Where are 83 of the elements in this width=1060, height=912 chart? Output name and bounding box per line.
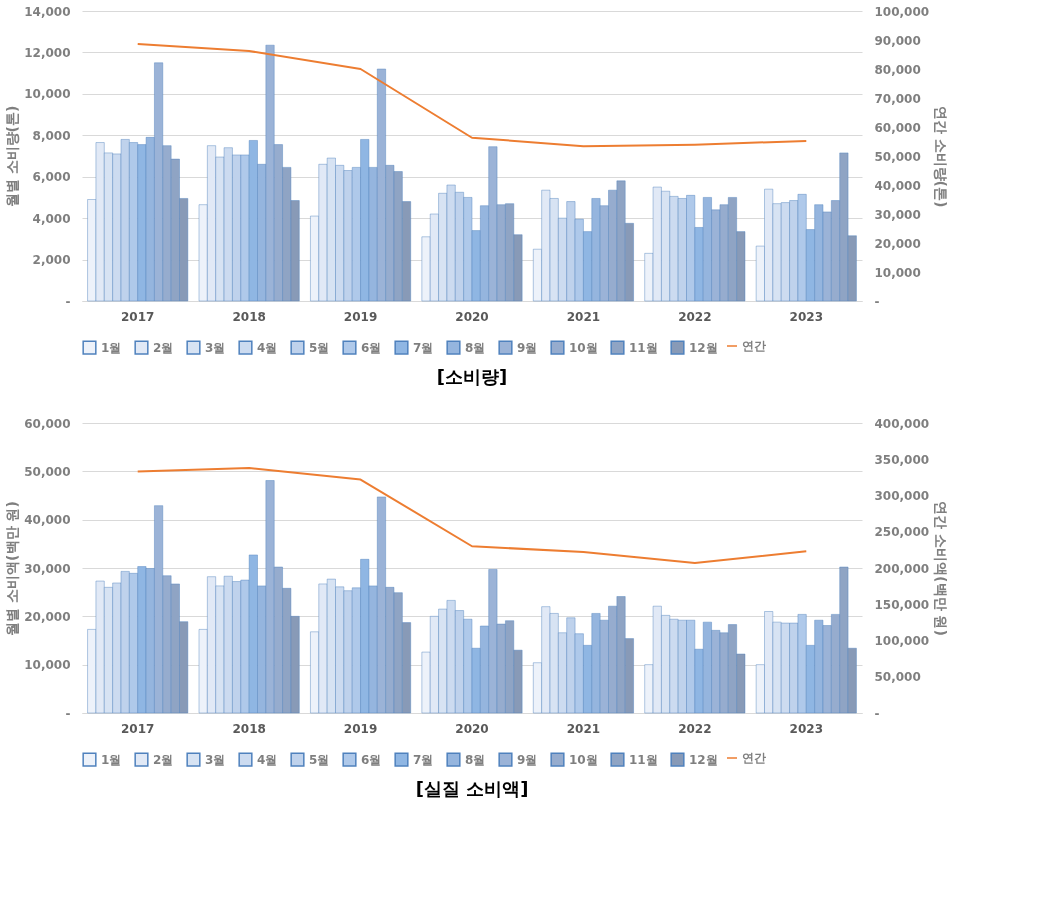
legend-label: 1월: [101, 340, 122, 355]
y2-tick-label: 90,000: [874, 33, 921, 48]
legend-label: 7월: [413, 340, 434, 355]
legend-label: 12월: [689, 752, 718, 767]
y2-tick-label: 100,000: [874, 4, 930, 19]
x-tick-label: 2018: [232, 309, 266, 324]
y-tick-label: -: [65, 294, 71, 309]
legend-label: 11월: [629, 340, 658, 355]
x-tick-label: 2020: [455, 309, 489, 324]
line-series: [136, 466, 808, 564]
x-tick-label: 2022: [678, 309, 712, 324]
y2-tick-label: 40,000: [874, 178, 921, 193]
y-axis-title: 월별 소비량(톤): [4, 105, 21, 208]
y2-tick-label: 70,000: [874, 91, 921, 106]
y-tick-label: 14,000: [24, 4, 71, 19]
legend-label: 5월: [309, 340, 330, 355]
legend-label: 2월: [153, 752, 174, 767]
x-tick-label: 2018: [232, 721, 266, 736]
x-tick-label: 2019: [343, 721, 378, 736]
x-tick-label: 2021: [566, 309, 601, 324]
y-tick-label: 60,000: [24, 416, 71, 431]
y2-tick-label: 350,000: [874, 452, 930, 467]
y2-tick-label: 20,000: [874, 236, 921, 251]
legend-label: 1월: [101, 752, 122, 767]
y2-tick-label: 200,000: [874, 561, 930, 576]
y2-tick-label: 50,000: [874, 149, 921, 164]
y-tick-label: 4,000: [32, 211, 71, 226]
legend-label: 3월: [205, 340, 226, 355]
y-tick-label: 50,000: [24, 464, 71, 479]
legend-label: 9월: [517, 340, 538, 355]
y-tick-label: 20,000: [24, 609, 71, 624]
text: [실질 소비액]: [415, 778, 529, 799]
y2-tick-label: 300,000: [874, 489, 930, 503]
y-tick-label: 8,000: [32, 128, 71, 143]
legend-label: 8월: [465, 340, 486, 355]
legend-label: 연간: [742, 339, 766, 353]
legend-label: 7월: [413, 752, 434, 767]
legend-label: 6월: [361, 752, 382, 767]
y2-tick-label: 10,000: [874, 265, 921, 280]
y-tick-label: 10,000: [24, 658, 71, 673]
y2-tick-label: 30,000: [874, 207, 921, 222]
legend-label: 10월: [569, 752, 598, 767]
y2-axis-title: 연간 소비량(톤): [933, 105, 950, 208]
y2-tick-label: 80,000: [874, 62, 921, 77]
y-tick-label: 40,000: [24, 513, 71, 528]
x-tick-label: 2019: [343, 309, 378, 324]
y-axis-title: 월별 소비액(백만 원): [4, 501, 21, 636]
y2-axis-title: 연간 소비액(백만 원): [933, 501, 950, 636]
legend-label: 10월: [569, 340, 598, 355]
legend-label: 8월: [465, 752, 486, 767]
x-tick-label: 2020: [455, 721, 489, 736]
legend-label: 9월: [517, 752, 538, 767]
legend-label: 3월: [205, 752, 226, 767]
y2-tick-label: 60,000: [874, 120, 921, 135]
legend-label: 12월: [689, 340, 718, 355]
y-tick-label: 30,000: [24, 561, 71, 576]
y-tick-label: -: [65, 706, 71, 721]
y2-tick-label: 400,000: [874, 416, 930, 431]
y-tick-label: 10,000: [24, 87, 71, 102]
x-tick-label: 2023: [789, 721, 823, 736]
legend-label: 11월: [629, 752, 658, 767]
y2-tick-label: 50,000: [874, 670, 921, 685]
x-tick-label: 2017: [121, 721, 155, 736]
legend-label: 6월: [361, 340, 382, 355]
legend-label: 4월: [257, 340, 278, 355]
line-series: [136, 43, 808, 148]
y2-tick-label: -: [874, 294, 880, 309]
x-tick-label: 2022: [678, 721, 712, 736]
y-tick-label: 2,000: [32, 253, 71, 268]
legend-label: 5월: [309, 752, 330, 767]
y-tick-label: 6,000: [32, 170, 71, 185]
x-tick-label: 2021: [566, 721, 601, 736]
y2-tick-label: 150,000: [874, 597, 930, 612]
y2-tick-label: 100,000: [874, 634, 930, 648]
text: [소비량]: [436, 366, 508, 387]
legend-label: 4월: [257, 752, 278, 767]
legend-label: 2월: [153, 340, 174, 355]
x-tick-label: 2023: [789, 309, 823, 324]
y2-tick-label: -: [874, 706, 880, 721]
y-tick-label: 12,000: [24, 45, 71, 60]
legend-label: 연간: [742, 751, 766, 765]
y2-tick-label: 250,000: [874, 525, 930, 540]
x-tick-label: 2017: [121, 309, 155, 324]
